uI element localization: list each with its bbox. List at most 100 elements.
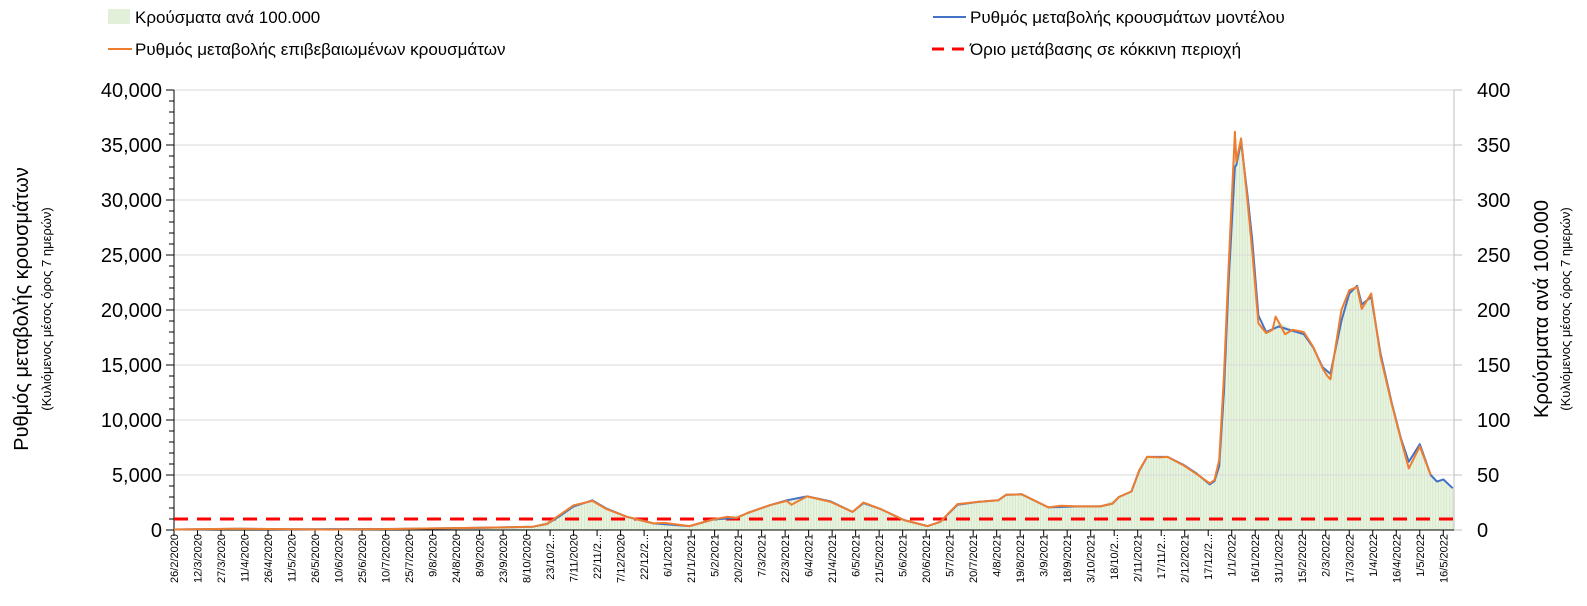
bar [1025, 496, 1027, 530]
bar [855, 509, 857, 530]
bar [1003, 495, 1006, 530]
bar [909, 521, 912, 530]
x-tick-label: 6/4/2021 [804, 534, 816, 577]
bar [474, 527, 476, 530]
x-tick-label: 22/3/2021 [780, 534, 792, 583]
bar [898, 517, 901, 530]
bar [878, 508, 880, 530]
bar [468, 527, 470, 530]
bar [1093, 506, 1095, 530]
bar [1151, 456, 1153, 530]
bar [1140, 467, 1142, 530]
bar [1276, 323, 1278, 530]
bar [798, 498, 800, 530]
bar [541, 522, 543, 530]
bar [615, 512, 617, 530]
bar [931, 524, 933, 530]
bar [699, 523, 702, 530]
bar [652, 523, 655, 530]
bar [808, 496, 810, 530]
bar [508, 527, 510, 530]
bar [494, 527, 496, 530]
bar [718, 518, 720, 530]
bar [1221, 404, 1223, 530]
x-tick-label: 2/12/2021 [1180, 534, 1192, 583]
left-tick-label: 30,000 [101, 190, 162, 212]
bar [1143, 462, 1145, 530]
bar [527, 526, 529, 530]
bar [1431, 476, 1433, 530]
bar [964, 503, 966, 530]
bar [538, 523, 540, 530]
x-tick-label: 6/5/2021 [851, 534, 863, 577]
bar [963, 503, 965, 530]
bar [814, 498, 816, 530]
bar [585, 502, 587, 530]
bar [905, 520, 907, 530]
bar [629, 517, 631, 530]
bar [789, 500, 791, 530]
x-tick-label: 7/3/2021 [757, 534, 769, 577]
bar [1204, 479, 1206, 530]
bar [1284, 325, 1286, 530]
bar [731, 515, 733, 530]
bar [627, 517, 629, 530]
bar [1202, 478, 1205, 530]
bar [1040, 503, 1042, 530]
bar [1190, 470, 1192, 530]
bar [801, 497, 803, 530]
bar [1362, 306, 1364, 530]
bar [620, 514, 622, 530]
bar [657, 523, 659, 530]
bar [1002, 497, 1004, 530]
bar [1066, 506, 1068, 530]
bar [1361, 308, 1363, 530]
bar [732, 515, 734, 530]
bar [1234, 156, 1236, 530]
bar [1138, 470, 1140, 530]
bar [1253, 267, 1255, 530]
bar [1270, 328, 1272, 530]
bar [888, 512, 890, 530]
bar [775, 503, 777, 530]
x-tick-label: 11/4/2020 [240, 534, 252, 582]
bar [1307, 339, 1310, 530]
bar [714, 519, 716, 530]
bar [1232, 183, 1234, 530]
bar [862, 502, 865, 530]
bar [665, 524, 667, 530]
right-axis-title: Κρούσματα ανά 100.000 [1531, 200, 1553, 418]
bar [795, 498, 797, 530]
bar [739, 514, 741, 530]
bar [1041, 504, 1043, 530]
bar [1181, 464, 1183, 530]
bar [1334, 347, 1336, 530]
bar [1293, 330, 1295, 530]
x-tick-label: 19/8/2021 [1015, 534, 1027, 583]
x-tick-label: 26/5/2020 [310, 534, 322, 583]
bar [1199, 476, 1201, 530]
bar [745, 513, 747, 530]
bar [710, 519, 713, 530]
bar [505, 527, 507, 530]
x-tick-label: 10/6/2020 [334, 534, 346, 583]
bar [996, 500, 998, 530]
bar [646, 521, 648, 530]
bar [1378, 346, 1380, 530]
bar [1381, 363, 1383, 530]
bar [1320, 364, 1322, 530]
bar [836, 504, 838, 530]
bar [1240, 141, 1242, 530]
x-tick-label: 6/1/2021 [663, 534, 675, 577]
right-axis-subtitle: (Κυλιόμενος μέσος όρος 7 ημερών) [1558, 207, 1573, 411]
bar [1364, 303, 1366, 530]
x-tick-label: 3/10/2021 [1086, 534, 1098, 583]
left-tick-label: 15,000 [101, 355, 162, 377]
bar [554, 517, 556, 530]
bar [681, 525, 683, 530]
bar [1395, 421, 1397, 530]
bar [562, 512, 564, 530]
bar [1029, 498, 1031, 530]
bar [908, 521, 910, 530]
